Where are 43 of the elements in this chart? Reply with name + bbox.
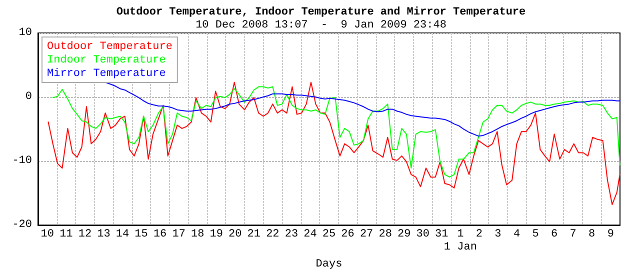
y-tick-label: 10 — [18, 27, 32, 39]
x-tick-label: 17 — [172, 228, 186, 241]
x-tick-label: 11 — [60, 228, 74, 241]
y-tick-label: -10 — [12, 155, 32, 168]
x-tick-label: 10 — [40, 228, 54, 241]
x-tick-label: 18 — [190, 228, 204, 241]
chart-subtitle: 10 Dec 2008 13:07 - 9 Jan 2009 23:48 — [196, 20, 446, 32]
x-tick-label: 30 — [416, 228, 430, 241]
x-tick-label: 9 — [607, 228, 614, 241]
x-tick-label: 6 — [550, 228, 558, 241]
x-tick-label: 3 — [494, 228, 502, 241]
text: Indoor Temperature — [47, 54, 166, 66]
x-tick-label: 24 — [304, 228, 318, 241]
x-tick-label: 21 — [247, 228, 261, 241]
line-series — [48, 82, 620, 206]
y-tick-label: -20 — [12, 219, 32, 232]
x-tick-label: 14 — [116, 228, 130, 241]
x-tick-label: 15 — [134, 228, 148, 241]
x-tick-label: 4 — [513, 228, 520, 241]
x-tick-label: 29 — [397, 228, 411, 241]
x-tick-label: 12 — [78, 228, 92, 241]
line-series — [52, 86, 620, 178]
x-tick-label: 13 — [97, 228, 110, 241]
x-tick-label: 20 — [228, 228, 242, 241]
text: Outdoor Temperature — [47, 41, 172, 53]
x-tick-label: 26 — [341, 228, 354, 241]
x-tick-label: 8 — [588, 228, 596, 241]
series-label: Mirror Temperature — [47, 68, 166, 80]
x-tick-label: 28 — [378, 228, 392, 241]
x-tick-label: 25 — [322, 228, 336, 241]
x-tick-label: 23 — [284, 228, 298, 241]
x-axis-title: Days — [316, 258, 342, 270]
line-series — [104, 82, 620, 137]
x-tick-label: 22 — [266, 228, 280, 241]
y-tick-label: 0 — [25, 91, 32, 104]
x-tick-label: 5 — [532, 228, 539, 241]
x-tick-label: 19 — [210, 228, 223, 241]
x-tick-label: 7 — [570, 228, 576, 241]
x-tick-label: 2 — [476, 228, 482, 241]
x-tick-label: 27 — [360, 228, 374, 241]
x-tick-label: 16 — [153, 228, 167, 241]
chart-title: Outdoor Temperature, Indoor Temperature and Mirror Temperature — [116, 6, 526, 18]
x-tick-label: 31 — [435, 228, 449, 241]
